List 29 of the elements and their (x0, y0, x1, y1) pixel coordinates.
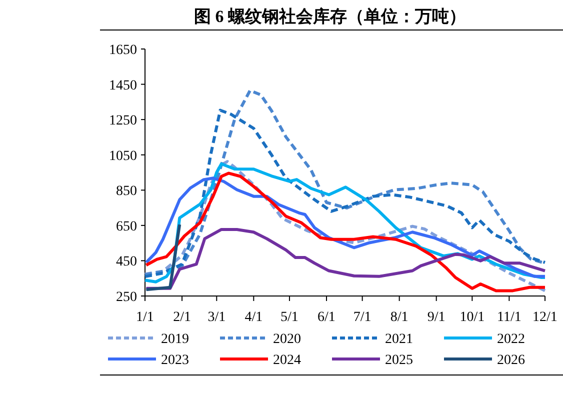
y-tick-label: 1450 (109, 78, 137, 94)
x-tick-label: 7/1 (353, 310, 372, 325)
x-tick-label: 5/1 (280, 310, 298, 325)
y-tick-label: 850 (116, 184, 137, 200)
legend-label: 2026 (497, 353, 525, 368)
legend-label: 2022 (497, 332, 525, 347)
y-tick-label: 450 (116, 254, 137, 270)
y-tick-label: 1650 (109, 43, 137, 58)
x-tick-label: 2/1 (173, 310, 191, 325)
y-tick-label: 650 (116, 219, 137, 234)
x-tick-label: 11/1 (496, 310, 522, 325)
x-tick-label: 8/1 (390, 310, 408, 325)
x-tick-label: 10/1 (460, 310, 485, 325)
x-tick-label: 12/1 (532, 310, 558, 325)
legend-label: 2023 (161, 353, 189, 368)
x-tick-label: 3/1 (208, 310, 226, 325)
y-tick-label: 1050 (109, 148, 137, 164)
legend-label: 2021 (385, 332, 413, 347)
x-tick-label: 1/1 (136, 310, 154, 325)
legend-label: 2025 (385, 353, 413, 368)
legend-label: 2024 (273, 353, 301, 368)
x-tick-label: 9/1 (427, 310, 446, 325)
legend-label: 2019 (161, 332, 189, 347)
x-tick-label: 4/1 (244, 310, 263, 325)
chart-title: 图 6 螺纹钢社会库存（单位：万吨） (194, 7, 466, 26)
y-tick-label: 250 (116, 290, 137, 305)
legend-label: 2020 (273, 332, 301, 347)
y-tick-label: 1250 (109, 114, 137, 129)
x-tick-label: 6/1 (318, 310, 336, 325)
